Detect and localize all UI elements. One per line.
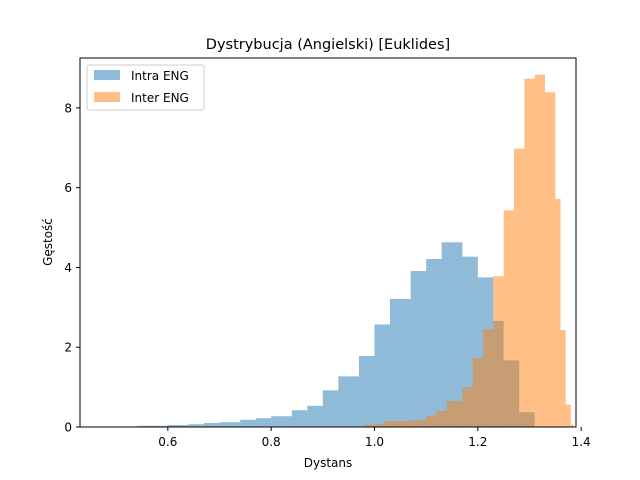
bar-intra-eng-10: [255, 418, 272, 427]
y-tick-label: 4: [64, 261, 72, 275]
y-tick-label: 2: [64, 341, 72, 355]
x-tick-label: 1.0: [365, 435, 384, 449]
y-tick-label: 8: [64, 101, 72, 115]
legend-swatch-inter-eng: [94, 92, 120, 102]
bar-intra-eng-11: [271, 416, 292, 427]
plot-frame: [79, 57, 577, 428]
bar-intra-eng-12: [291, 410, 308, 427]
bar-intra-eng-4: [152, 425, 168, 427]
bar-intra-eng-7: [204, 423, 220, 427]
bar-inter-eng-8: [446, 401, 463, 427]
bar-inter-eng-3: [384, 421, 401, 427]
chart-title: Dystrybucja (Angielski) [Euklides]: [206, 37, 450, 53]
y-axis-ticks: 0 2 4 6 8: [64, 101, 80, 435]
bar-intra-eng-16: [359, 355, 375, 427]
bar-intra-eng-6: [188, 424, 204, 427]
bar-inter-eng-12: [493, 276, 504, 427]
bar-intra-eng-19: [410, 271, 427, 427]
x-tick-label: 0.8: [262, 435, 281, 449]
x-tick-label: 1.2: [468, 435, 487, 449]
bar-intra-eng-18: [390, 298, 411, 427]
bar-intra-eng-13: [307, 405, 323, 427]
bar-inter-eng-16: [534, 74, 545, 427]
x-axis-ticks: 0.6 0.8 1.0 1.2 1.4: [158, 427, 591, 449]
bar-inter-eng-19: [560, 330, 566, 427]
bar-intra-eng-15: [338, 376, 359, 427]
bar-inter-eng-1: [364, 425, 375, 427]
legend-label-inter-eng: Inter ENG: [131, 91, 189, 105]
legend-swatch-intra-eng: [94, 70, 120, 80]
bar-inter-eng-11: [483, 329, 494, 427]
bar-intra-eng-17: [374, 324, 390, 427]
bar-inter-eng-7: [436, 411, 447, 427]
bar-intra-eng-3: [136, 425, 153, 427]
y-axis-label: Gęstość: [41, 218, 55, 266]
bar-inter-eng-20: [565, 404, 571, 427]
bar-intra-eng-8: [219, 422, 241, 427]
bar-inter-eng-10: [472, 357, 483, 427]
legend: Intra ENG Inter ENG: [86, 64, 205, 111]
bar-inter-eng-17: [545, 92, 556, 427]
bar-inter-eng-6: [426, 415, 437, 427]
y-tick-label: 6: [64, 181, 72, 195]
bar-inter-eng-13: [503, 210, 514, 427]
bar-intra-eng-9: [240, 419, 256, 427]
bar-inter-eng-21: [570, 424, 574, 427]
bar-inter-eng-4: [400, 421, 411, 427]
x-tick-label: 0.6: [158, 435, 177, 449]
bar-intra-eng-5: [167, 425, 189, 427]
bar-inter-eng-14: [514, 148, 525, 428]
bar-inter-eng-18: [555, 198, 561, 427]
legend-label-intra-eng: Intra ENG: [131, 69, 189, 83]
bar-intra-eng-21: [441, 242, 463, 427]
bars-layer: [85, 74, 574, 428]
y-tick-label: 0: [64, 421, 72, 435]
bar-inter-eng-5: [410, 420, 427, 427]
bar-intra-eng-20: [426, 259, 442, 427]
bar-inter-eng-2: [374, 424, 385, 427]
bar-intra-eng-14: [322, 390, 339, 427]
bar-inter-eng-15: [524, 78, 535, 428]
x-axis-label: Dystans: [304, 456, 353, 470]
bar-inter-eng-9: [462, 387, 473, 427]
x-tick-label: 1.4: [572, 435, 591, 449]
